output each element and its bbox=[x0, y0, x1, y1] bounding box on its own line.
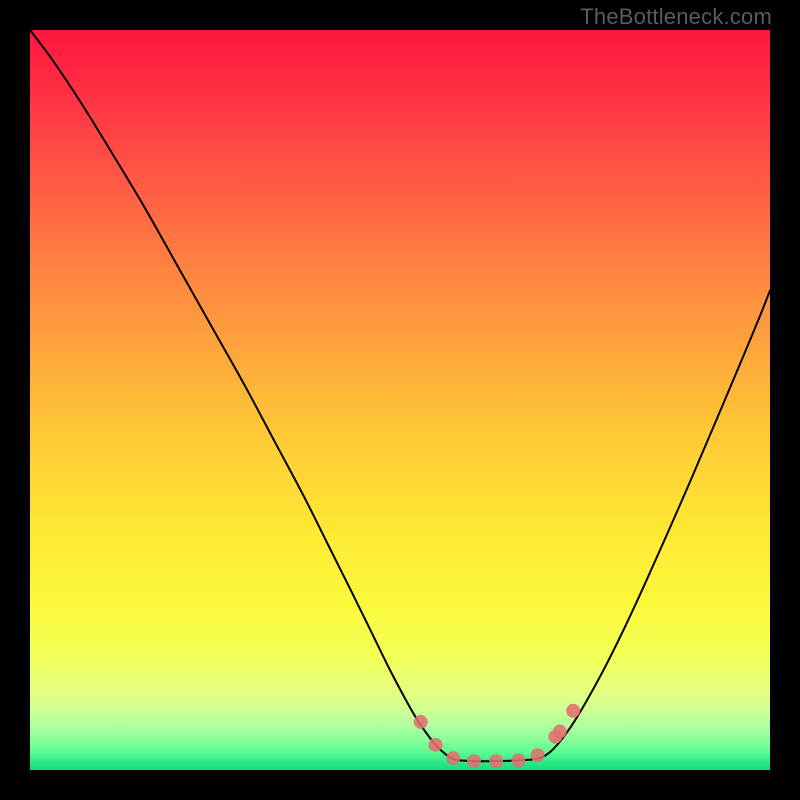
curve-marker bbox=[531, 748, 545, 762]
curve-markers bbox=[30, 30, 770, 770]
curve-marker bbox=[429, 738, 443, 752]
curve-marker bbox=[553, 725, 567, 739]
curve-marker bbox=[414, 715, 428, 729]
curve-marker bbox=[489, 754, 503, 768]
curve-marker bbox=[446, 751, 460, 765]
curve-marker bbox=[566, 704, 580, 718]
plot-area bbox=[30, 30, 770, 770]
watermark-text: TheBottleneck.com bbox=[580, 4, 772, 30]
curve-marker bbox=[467, 754, 481, 768]
curve-marker bbox=[511, 753, 525, 767]
